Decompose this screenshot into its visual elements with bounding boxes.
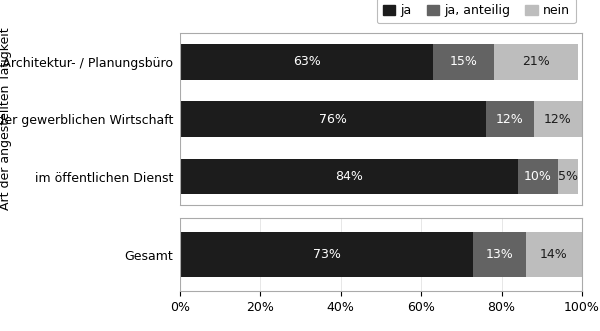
Bar	[558, 159, 578, 194]
Text: 73%: 73%	[313, 248, 341, 261]
Text: 84%: 84%	[335, 170, 363, 183]
Text: 5%: 5%	[558, 170, 578, 183]
Text: 13%: 13%	[486, 248, 514, 261]
Text: 76%: 76%	[319, 113, 347, 126]
Text: 10%: 10%	[524, 170, 552, 183]
Text: 63%: 63%	[293, 55, 320, 68]
Text: 15%: 15%	[449, 55, 478, 68]
Bar	[526, 232, 582, 277]
Bar	[518, 159, 558, 194]
Text: 21%: 21%	[522, 55, 550, 68]
Bar	[433, 44, 494, 79]
Text: 14%: 14%	[540, 248, 568, 261]
Text: Art der angestellten Tätigkeit: Art der angestellten Tätigkeit	[0, 28, 13, 211]
Text: 12%: 12%	[544, 113, 572, 126]
Bar	[494, 44, 578, 79]
Bar	[180, 101, 485, 137]
Bar	[180, 44, 433, 79]
Bar	[180, 159, 518, 194]
Legend: ja, ja, anteilig, nein: ja, ja, anteilig, nein	[377, 0, 576, 24]
Bar	[534, 101, 582, 137]
Text: 12%: 12%	[496, 113, 524, 126]
Bar	[485, 101, 534, 137]
Bar	[473, 232, 526, 277]
Bar	[180, 232, 473, 277]
